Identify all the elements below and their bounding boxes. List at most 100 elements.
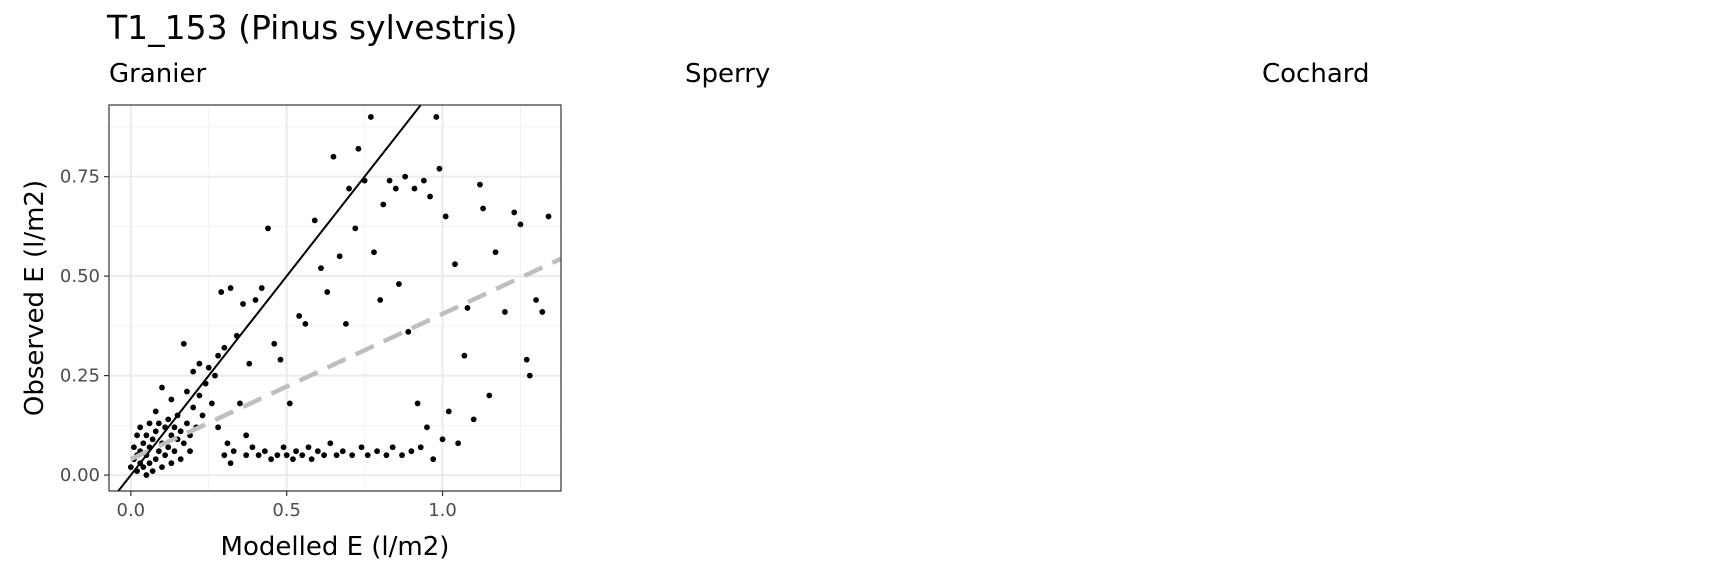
data-point: [864, 281, 870, 287]
data-point: [1483, 317, 1489, 323]
data-point: [880, 305, 886, 311]
data-point: [417, 444, 424, 451]
data-point: [324, 289, 331, 295]
data-point: [246, 360, 253, 367]
y-tick-label: 0.50: [636, 266, 676, 287]
x-tick-label: 1.0: [428, 500, 457, 521]
data-point: [227, 460, 234, 467]
data-point: [196, 360, 203, 367]
data-point: [433, 114, 440, 120]
data-point: [841, 369, 847, 375]
data-point: [1385, 241, 1391, 247]
data-point: [168, 460, 175, 467]
data-point: [832, 221, 838, 227]
data-point: [760, 448, 766, 454]
data-point: [747, 424, 753, 430]
data-point: [806, 301, 812, 307]
data-point: [715, 460, 721, 466]
data-point: [208, 400, 215, 407]
data-point: [838, 353, 844, 359]
data-point: [780, 472, 786, 478]
data-point: [715, 440, 721, 446]
data-point: [1027, 114, 1033, 120]
data-point: [339, 448, 346, 455]
data-point: [861, 361, 867, 367]
x-tick-label: 0.0: [1266, 500, 1295, 521]
data-point: [452, 261, 458, 268]
data-point: [221, 452, 228, 459]
panel-background: [109, 105, 561, 491]
data-point: [1599, 373, 1605, 379]
data-point: [1529, 353, 1535, 359]
data-point: [884, 321, 890, 327]
data-point: [240, 301, 246, 307]
data-point: [773, 444, 779, 450]
data-point: [165, 416, 172, 423]
data-point: [470, 416, 477, 423]
data-point: [286, 400, 293, 407]
data-point: [1304, 416, 1310, 422]
data-point: [750, 233, 756, 239]
data-point: [871, 182, 877, 188]
x-tick-label: 0.2: [820, 500, 849, 521]
data-point: [545, 213, 552, 220]
data-point: [708, 460, 714, 466]
data-point: [371, 249, 377, 256]
data-point: [1092, 225, 1098, 231]
data-point: [1540, 253, 1546, 259]
x-axis-label: Modelled E (l/m2): [1374, 532, 1603, 562]
data-point: [355, 145, 362, 152]
data-point: [819, 412, 825, 418]
data-point: [822, 377, 828, 383]
data-point: [430, 456, 437, 463]
data-point: [939, 142, 945, 148]
data-point: [152, 428, 159, 435]
data-point: [1297, 452, 1303, 458]
data-point: [445, 408, 452, 415]
x-tick-label: 0.5: [1375, 500, 1404, 521]
data-point: [1330, 452, 1336, 458]
data-point: [159, 384, 165, 391]
data-point: [1352, 444, 1358, 450]
data-point: [177, 456, 184, 463]
data-point: [975, 313, 981, 319]
data-point: [392, 185, 399, 192]
data-point: [492, 249, 499, 256]
data-point: [1393, 178, 1399, 184]
data-point: [890, 293, 896, 299]
data-point: [199, 412, 206, 419]
data-point: [936, 253, 942, 259]
x-tick-label: 2.0: [1703, 500, 1728, 521]
data-point: [715, 401, 721, 407]
data-point: [1284, 436, 1290, 442]
data-point: [336, 253, 343, 260]
data-point: [1282, 464, 1288, 470]
data-point: [705, 412, 711, 418]
data-point: [177, 428, 184, 435]
data-point: [1380, 281, 1386, 287]
data-point: [1282, 452, 1288, 458]
data-point: [152, 456, 159, 463]
data-point: [1439, 178, 1445, 184]
data-point: [134, 432, 140, 439]
data-point: [243, 432, 250, 439]
data-point: [1020, 285, 1026, 291]
data-point: [1474, 178, 1480, 184]
data-point: [165, 444, 172, 451]
data-point: [1014, 317, 1020, 323]
data-point: [754, 273, 760, 279]
data-point: [910, 182, 916, 188]
data-point: [162, 452, 169, 459]
data-point: [1372, 440, 1378, 446]
data-point: [1308, 432, 1314, 438]
data-point: [1046, 241, 1052, 247]
data-point: [734, 456, 740, 462]
data-point: [159, 464, 165, 471]
data-point: [374, 448, 380, 455]
data-point: [1040, 190, 1046, 196]
data-point: [747, 460, 753, 466]
data-point: [1409, 293, 1415, 299]
data-point: [1588, 249, 1594, 255]
identity-line: [685, 210, 1137, 487]
data-point: [903, 218, 909, 224]
